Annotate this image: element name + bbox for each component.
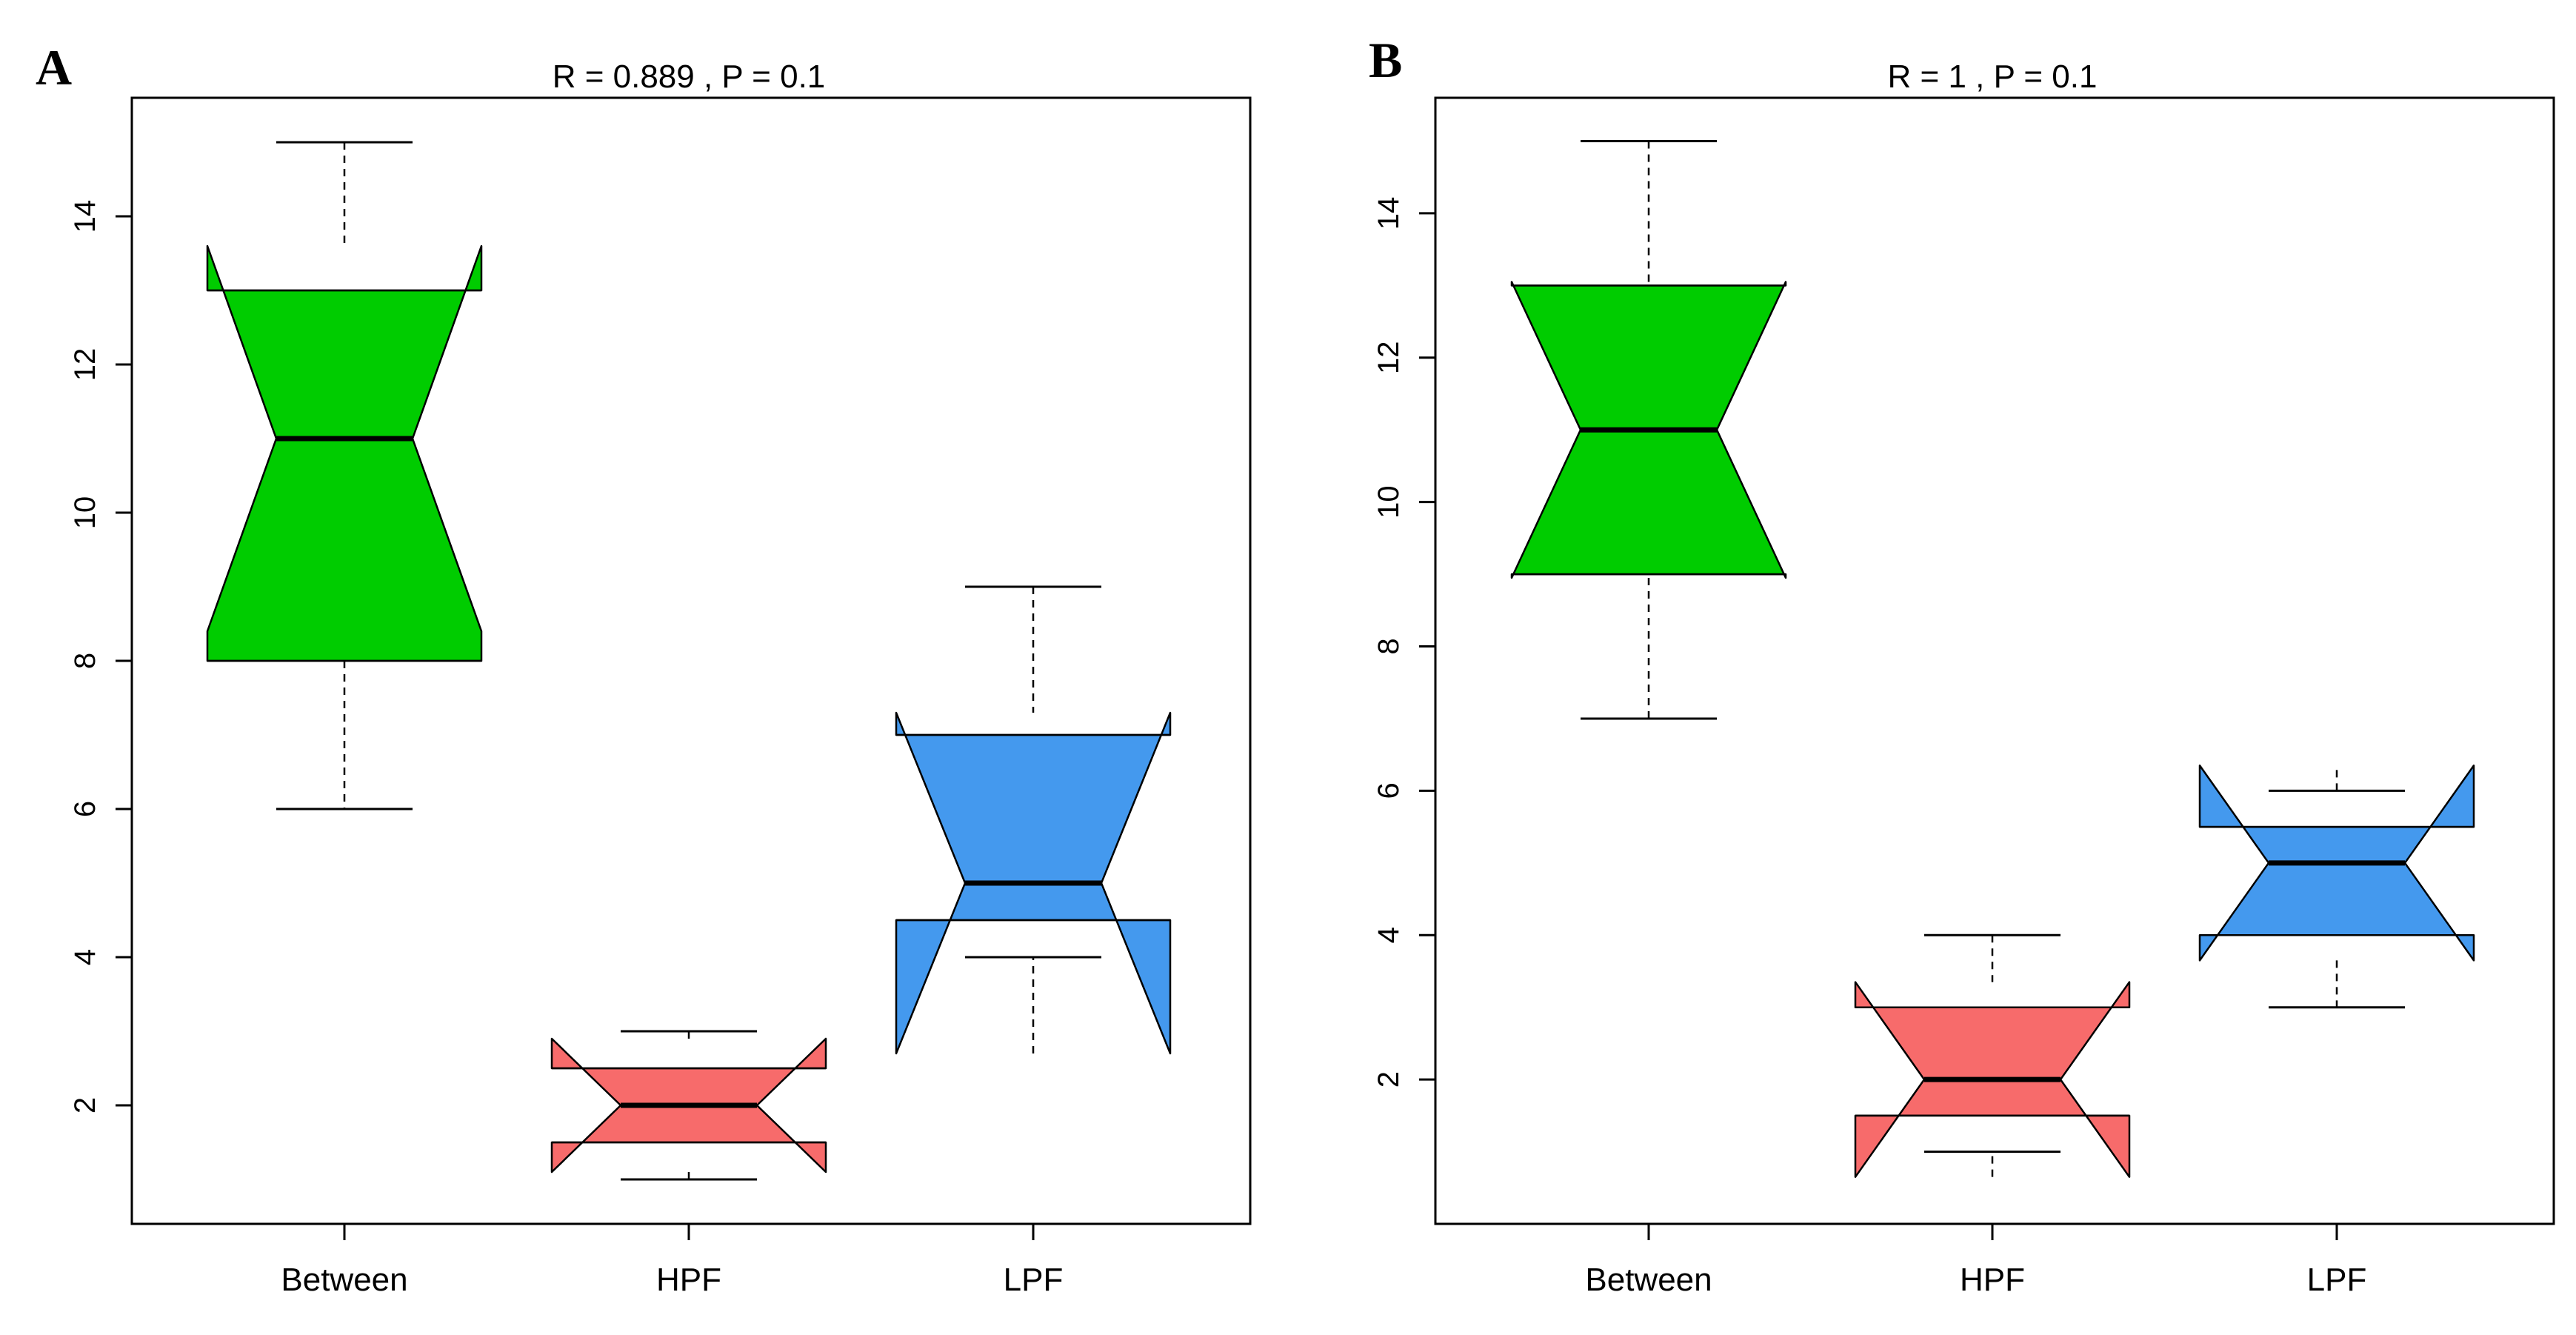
y-tick-label: 8 [69,653,101,669]
y-tick-label: 2 [1372,1071,1405,1088]
x-tick-label: HPF [1960,1262,2025,1298]
y-tick-label: 8 [1372,638,1405,654]
panel-b-y-axis: 2 4 6 8 10 12 14 [1372,197,1437,1088]
y-tick-label: 6 [1372,782,1405,799]
panel-a: A R = 0.889 , P = 0.1 2 4 6 8 10 12 14 Between… [36,39,1252,1298]
panel-a-label: A [36,39,72,96]
panel-a-title: R = 0.889 , P = 0.1 [553,59,826,95]
y-tick-label: 14 [1372,197,1405,230]
x-tick-label: Between [281,1262,407,1298]
between-box [206,244,483,662]
panel-a-x-axis: Between HPF LPF [281,1224,1063,1298]
y-tick-label: 14 [69,200,101,233]
x-tick-label: LPF [1004,1262,1064,1298]
panel-a-boxes [206,141,1172,1181]
panel-b-x-axis: Between HPF LPF [1585,1224,2366,1298]
y-tick-label: 4 [69,949,101,965]
y-tick-label: 6 [69,801,101,817]
y-tick-label: 10 [69,496,101,530]
panel-b: B R = 1 , P = 0.1 2 4 6 8 10 12 14 Between HPF L… [1369,32,2555,1298]
panel-b-label: B [1369,32,1402,88]
x-tick-label: HPF [656,1262,721,1298]
y-tick-label: 12 [1372,342,1405,375]
y-tick-label: 2 [69,1097,101,1113]
x-tick-label: Between [1585,1262,1712,1298]
panel-a-y-axis: 2 4 6 8 10 12 14 [69,200,133,1113]
y-tick-label: 12 [69,348,101,382]
x-tick-label: LPF [2307,1262,2367,1298]
panel-b-title: R = 1 , P = 0.1 [1888,59,2098,95]
panel-b-boxes [1510,139,2475,1178]
y-tick-label: 10 [1372,485,1405,519]
y-tick-label: 4 [1372,927,1405,943]
